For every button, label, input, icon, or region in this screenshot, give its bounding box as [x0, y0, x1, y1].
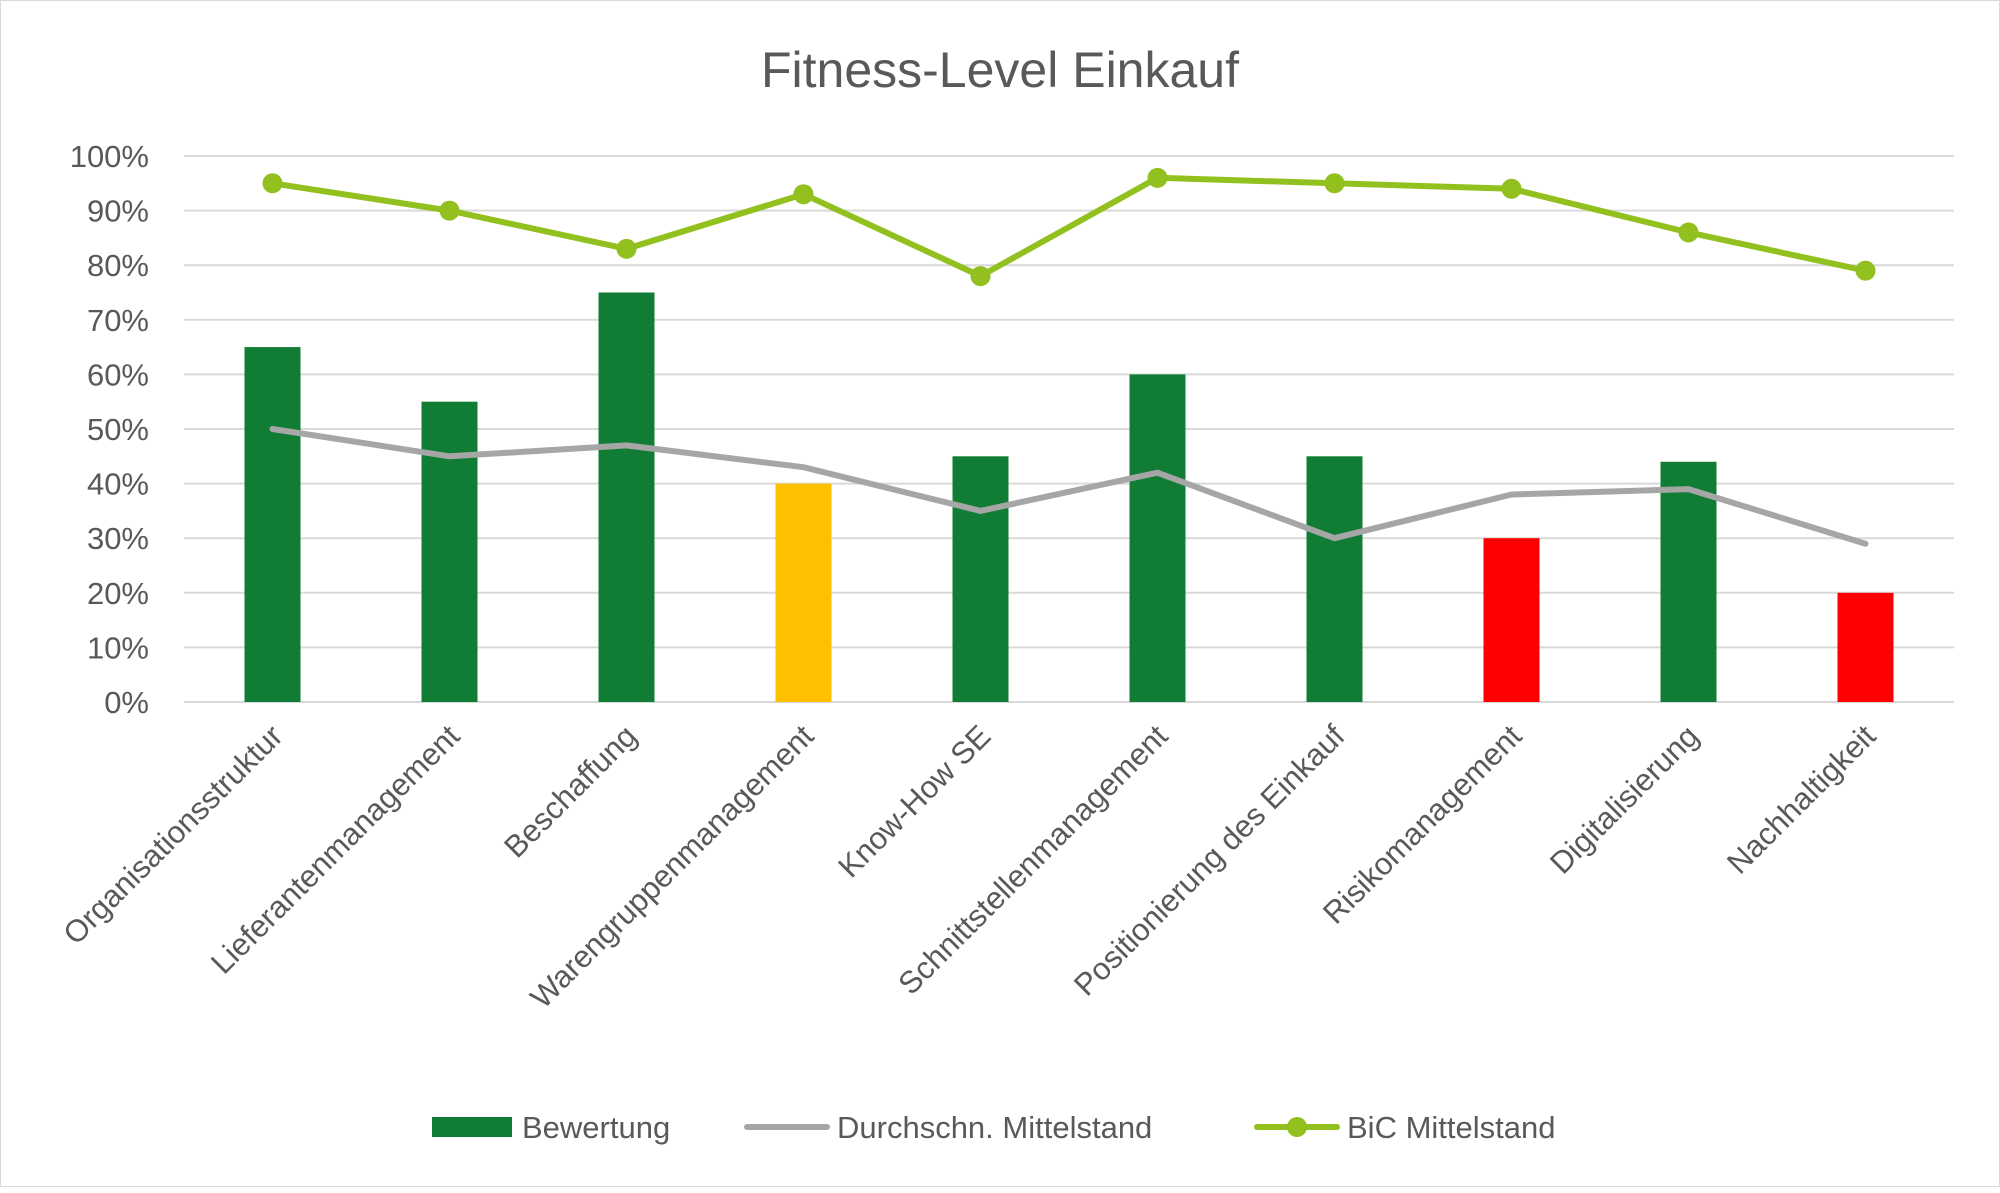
y-tick-label: 20% — [87, 576, 149, 611]
x-category-label: Know-How SE — [831, 718, 997, 884]
x-axis-categories: OrganisationsstrukturLieferantenmanageme… — [56, 718, 1882, 1015]
bar-bewertung — [1660, 461, 1717, 702]
x-category-label: Digitalisierung — [1543, 718, 1705, 880]
y-tick-label: 80% — [87, 248, 149, 283]
line-durchschn-mittelstand — [269, 426, 1869, 547]
marker-bic-mittelstand — [1501, 178, 1522, 199]
bars — [244, 292, 1894, 702]
x-category-label: Risikomanagement — [1316, 718, 1529, 931]
y-tick-label: 60% — [87, 357, 149, 392]
bar-bewertung — [1129, 374, 1186, 702]
bar-bewertung — [952, 456, 1009, 702]
x-category-label: Nachhaltigkeit — [1720, 718, 1883, 881]
bar-bewertung — [598, 292, 655, 702]
y-tick-label: 0% — [104, 685, 149, 720]
bar-bewertung — [1837, 592, 1894, 702]
legend-label-bic-mittelstand: BiC Mittelstand — [1347, 1110, 1555, 1145]
marker-bic-mittelstand — [439, 200, 460, 221]
marker-bic-mittelstand — [970, 266, 991, 287]
chart-title: Fitness-Level Einkauf — [761, 42, 1239, 98]
marker-bic-mittelstand — [616, 238, 637, 259]
y-tick-label: 10% — [87, 630, 149, 665]
gridlines — [184, 155, 1954, 703]
legend-marker-bic-mittelstand — [1287, 1117, 1307, 1137]
legend-label-durchschn-mittelstand: Durchschn. Mittelstand — [837, 1110, 1152, 1145]
marker-bic-mittelstand — [793, 184, 814, 205]
legend-label-bewertung: Bewertung — [522, 1110, 670, 1145]
marker-bic-mittelstand — [1678, 222, 1699, 243]
y-tick-label: 30% — [87, 521, 149, 556]
marker-bic-mittelstand — [262, 173, 283, 194]
y-tick-label: 50% — [87, 412, 149, 447]
y-tick-label: 100% — [70, 139, 149, 174]
line-bic-mittelstand — [269, 174, 1869, 280]
marker-bic-mittelstand — [1855, 260, 1876, 281]
bar-bewertung — [775, 483, 832, 702]
y-tick-label: 70% — [87, 303, 149, 338]
legend-swatch-bewertung — [432, 1117, 512, 1137]
bar-bewertung — [1483, 538, 1540, 702]
marker-bic-mittelstand — [1324, 173, 1345, 194]
x-category-label: Beschaffung — [497, 718, 643, 864]
bar-bewertung — [421, 401, 478, 702]
lines — [262, 167, 1876, 547]
y-tick-label: 40% — [87, 467, 149, 502]
bar-bewertung — [1306, 456, 1363, 702]
bar-bewertung — [244, 347, 301, 702]
y-axis-ticks: 0% 10% 20% 30% 40% 50% 60% 70% 80% 90% 100% — [70, 139, 149, 720]
y-tick-label: 90% — [87, 194, 149, 229]
x-category-label: Warengruppenmanagement — [524, 718, 821, 1015]
marker-bic-mittelstand — [1147, 167, 1168, 188]
legend: Bewertung Durchschn. Mittelstand BiC Mitte… — [432, 1110, 1555, 1145]
